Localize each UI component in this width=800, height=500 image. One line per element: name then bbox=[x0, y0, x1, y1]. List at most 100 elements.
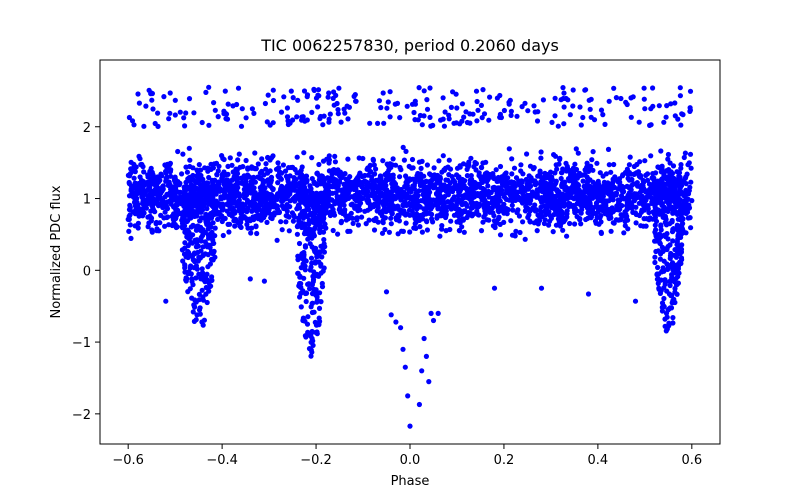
data-point bbox=[454, 219, 460, 225]
data-point bbox=[232, 210, 238, 216]
data-point bbox=[231, 174, 237, 180]
data-point bbox=[168, 197, 174, 203]
data-point bbox=[270, 204, 276, 210]
data-point bbox=[307, 199, 313, 205]
data-point bbox=[270, 87, 276, 93]
data-point bbox=[342, 110, 348, 116]
data-point bbox=[249, 106, 255, 112]
data-point bbox=[353, 98, 359, 104]
data-point bbox=[397, 174, 403, 180]
data-point bbox=[285, 118, 291, 124]
data-point bbox=[290, 95, 296, 101]
data-point bbox=[219, 153, 225, 159]
data-point bbox=[478, 228, 485, 234]
data-point bbox=[252, 166, 258, 172]
data-point bbox=[190, 172, 196, 179]
data-point bbox=[674, 239, 680, 245]
data-point bbox=[655, 164, 661, 170]
data-point bbox=[564, 211, 570, 217]
data-point bbox=[427, 189, 433, 195]
data-point bbox=[205, 180, 211, 186]
data-point bbox=[249, 186, 255, 192]
data-point bbox=[441, 167, 447, 173]
data-point bbox=[321, 113, 327, 119]
data-point bbox=[445, 177, 451, 183]
data-point bbox=[497, 232, 504, 238]
data-point bbox=[197, 200, 203, 206]
data-point bbox=[340, 187, 346, 193]
data-point bbox=[494, 185, 501, 191]
data-point bbox=[414, 200, 420, 206]
data-point bbox=[255, 216, 261, 222]
data-point bbox=[663, 114, 669, 120]
data-point bbox=[664, 103, 670, 109]
data-point bbox=[622, 209, 628, 215]
data-point bbox=[325, 94, 331, 100]
data-point bbox=[393, 162, 399, 168]
data-point bbox=[501, 107, 507, 114]
data-point bbox=[413, 175, 420, 181]
data-point bbox=[608, 169, 614, 175]
data-point bbox=[438, 184, 444, 190]
data-point bbox=[211, 240, 217, 246]
data-point bbox=[628, 114, 634, 120]
x-tick-label: 0.4 bbox=[588, 453, 609, 468]
data-point bbox=[394, 189, 400, 195]
data-point bbox=[135, 204, 141, 210]
data-point bbox=[509, 156, 515, 162]
data-point bbox=[534, 228, 540, 234]
data-point bbox=[376, 177, 382, 183]
data-point bbox=[349, 194, 355, 200]
data-point bbox=[254, 203, 260, 209]
data-point bbox=[423, 193, 429, 199]
data-point bbox=[625, 217, 631, 223]
data-point bbox=[310, 219, 316, 225]
data-point bbox=[629, 176, 635, 183]
data-point bbox=[403, 148, 409, 154]
data-point bbox=[638, 223, 644, 229]
y-tick-label: 0 bbox=[83, 264, 91, 279]
data-point bbox=[585, 291, 592, 297]
data-point bbox=[315, 104, 321, 110]
data-point bbox=[149, 90, 155, 97]
data-point bbox=[294, 114, 300, 120]
data-point bbox=[658, 234, 664, 240]
data-point bbox=[400, 203, 406, 209]
data-point bbox=[182, 229, 188, 235]
data-point bbox=[182, 217, 188, 223]
data-point bbox=[244, 188, 250, 194]
data-point bbox=[588, 215, 594, 221]
data-point bbox=[247, 276, 253, 282]
data-point bbox=[140, 164, 146, 170]
data-point bbox=[321, 241, 327, 247]
data-point bbox=[421, 206, 427, 212]
data-point bbox=[332, 153, 338, 159]
data-point bbox=[198, 275, 204, 281]
data-point bbox=[643, 202, 649, 209]
data-point bbox=[236, 151, 242, 157]
data-point bbox=[421, 173, 427, 179]
data-point bbox=[659, 308, 666, 314]
data-point bbox=[599, 185, 605, 191]
data-point bbox=[461, 229, 467, 235]
data-point bbox=[243, 157, 249, 164]
data-point bbox=[302, 333, 308, 339]
data-point bbox=[503, 170, 509, 176]
data-point bbox=[199, 266, 205, 272]
data-point bbox=[249, 225, 255, 231]
data-point bbox=[263, 161, 269, 167]
data-point bbox=[318, 173, 324, 179]
data-point bbox=[419, 158, 425, 164]
data-point bbox=[578, 210, 584, 216]
data-point bbox=[172, 176, 179, 183]
data-point bbox=[279, 227, 285, 233]
data-point bbox=[304, 214, 310, 220]
data-point bbox=[460, 217, 466, 223]
data-point bbox=[364, 183, 370, 189]
data-point bbox=[135, 91, 141, 97]
data-point bbox=[678, 165, 684, 171]
data-point bbox=[396, 218, 402, 224]
data-point bbox=[513, 228, 519, 234]
data-point bbox=[307, 183, 313, 189]
data-point bbox=[557, 155, 563, 161]
